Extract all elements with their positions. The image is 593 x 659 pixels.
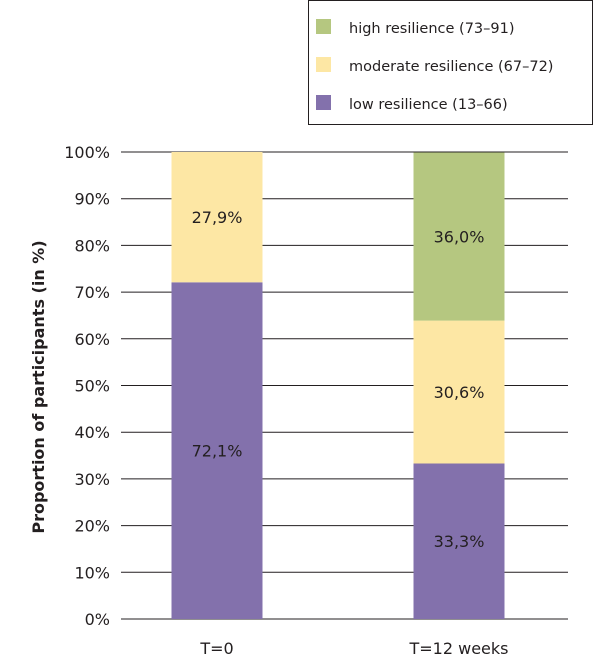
y-tick-label: 60%: [74, 330, 110, 349]
legend-swatch: [316, 95, 331, 110]
bar-segment: [171, 282, 263, 619]
y-tick-label: 40%: [74, 423, 110, 442]
legend-swatch: [316, 19, 331, 34]
legend-label: moderate resilience (67–72): [349, 59, 553, 75]
data-label: 30,6%: [434, 383, 485, 402]
bar-segment: [171, 152, 263, 283]
data-label: 27,9%: [192, 208, 243, 227]
y-tick-label: 30%: [74, 470, 110, 489]
y-tick-label: 100%: [64, 143, 110, 162]
y-tick-label: 80%: [74, 236, 110, 255]
bar-segment: [413, 320, 505, 464]
legend: high resilience (73–91) moderate resilien…: [308, 0, 593, 125]
legend-label: low resilience (13–66): [349, 97, 508, 113]
bar-segment: [413, 463, 505, 619]
x-tick-label: T=12 weeks: [409, 639, 509, 658]
y-tick-label: 50%: [74, 377, 110, 396]
x-tick-label: T=0: [199, 639, 233, 658]
y-axis-ticks: 0% 10% 20% 30% 40% 50% 60% 70% 80% 90% 100%: [64, 143, 110, 629]
bar-segment: [413, 152, 505, 321]
y-tick-label: 10%: [74, 563, 110, 582]
data-label: 36,0%: [434, 228, 485, 247]
x-axis-ticks: T=0 T=12 weeks: [199, 639, 508, 658]
bars: 72,1% 27,9% 33,3% 30,6% 36,0%: [171, 152, 505, 619]
legend-label: high resilience (73–91): [349, 21, 515, 37]
legend-swatch: [316, 57, 331, 72]
data-label: 72,1%: [192, 442, 243, 461]
y-axis-label: Proportion of participants (in %): [29, 240, 48, 533]
data-label: 33,3%: [434, 532, 485, 551]
y-tick-label: 70%: [74, 283, 110, 302]
y-tick-label: 0%: [85, 610, 110, 629]
y-tick-label: 90%: [74, 190, 110, 209]
y-tick-label: 20%: [74, 517, 110, 536]
